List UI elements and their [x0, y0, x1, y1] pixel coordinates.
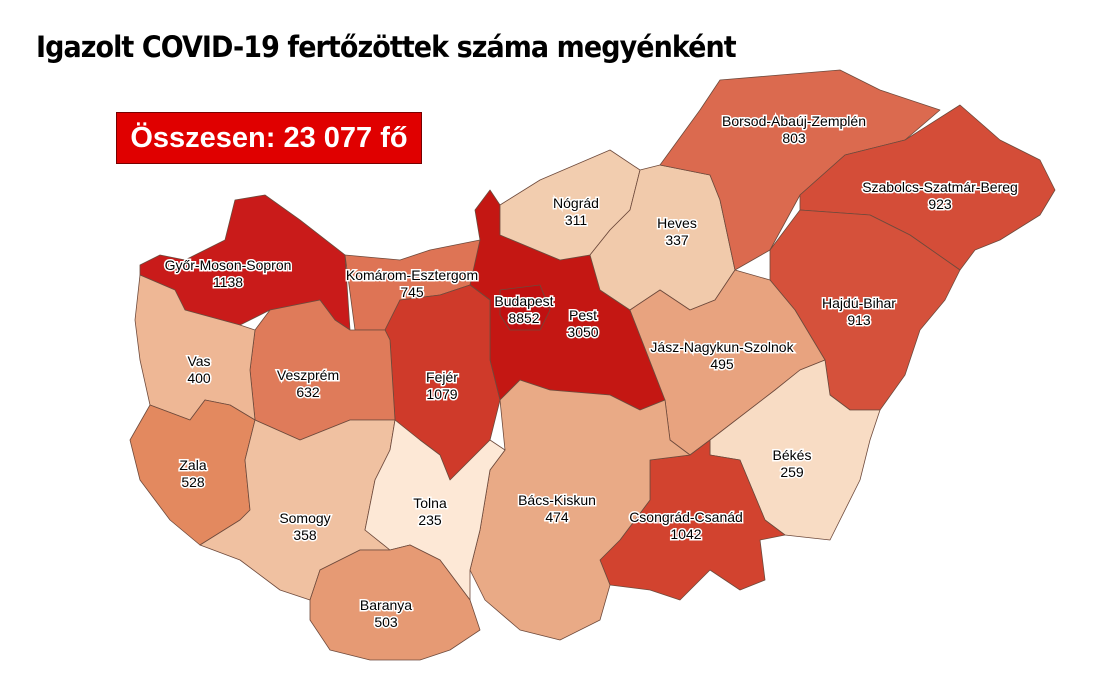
county-name: Heves — [657, 215, 697, 231]
county-value: 3050 — [567, 324, 598, 340]
county-label-zala: Zala 528 — [179, 457, 206, 490]
county-name: Jász-Nagykun-Szolnok — [650, 339, 794, 355]
county-label-vas: Vas 400 — [187, 353, 211, 386]
county-label-ke: Komárom-Esztergom 745 — [346, 267, 478, 300]
county-label-borsod: Borsod-Abaúj-Zemplén 803 — [722, 113, 866, 146]
county-value: 923 — [928, 196, 952, 212]
county-name: Zala — [179, 457, 206, 473]
county-label-bekes: Békés 259 — [773, 447, 812, 480]
county-label-hb: Hajdú-Bihar 913 — [822, 295, 896, 328]
county-label-bacs: Bács-Kiskun 474 — [518, 492, 596, 525]
county-value: 1138 — [213, 274, 243, 290]
county-name: Baranya — [360, 597, 412, 613]
county-value: 337 — [665, 232, 689, 248]
county-baranya — [309, 544, 481, 661]
county-label-veszprem: Veszprém 632 — [277, 367, 339, 400]
county-value: 528 — [181, 474, 205, 490]
county-name: Békés — [773, 447, 812, 463]
county-name: Fejér — [426, 369, 458, 385]
county-label-fejer: Fejér 1079 — [426, 369, 458, 402]
county-label-baranya: Baranya 503 — [360, 597, 412, 630]
county-value: 1042 — [670, 526, 701, 542]
county-label-szszb: Szabolcs-Szatmár-Bereg 923 — [862, 179, 1018, 212]
county-label-pest: Pest 3050 — [567, 307, 598, 340]
county-label-jnsz: Jász-Nagykun-Szolnok 495 — [650, 339, 794, 372]
county-value: 632 — [296, 384, 320, 400]
county-label-heves: Heves 337 — [657, 215, 697, 248]
total-badge: Összesen: 23 077 fő — [116, 112, 422, 164]
county-value: 8852 — [508, 310, 539, 326]
county-bp — [499, 284, 551, 331]
county-name: Nógrád — [553, 195, 599, 211]
county-value: 745 — [400, 284, 424, 300]
county-value: 913 — [847, 312, 871, 328]
county-value: 495 — [710, 356, 734, 372]
county-value: 358 — [293, 527, 317, 543]
county-name: Borsod-Abaúj-Zemplén — [722, 113, 866, 129]
county-label-csongrad: Csongrád-Csanád 1042 — [629, 509, 743, 542]
county-label-tolna: Tolna 235 — [413, 495, 447, 528]
county-value: 311 — [565, 212, 588, 228]
county-name: Komárom-Esztergom — [346, 267, 478, 283]
county-name: Pest — [569, 307, 597, 323]
county-name: Bács-Kiskun — [518, 492, 596, 508]
county-value: 803 — [782, 130, 806, 146]
county-value: 1079 — [426, 386, 457, 402]
county-label-gyms: Győr-Moson-Sopron 1138 — [165, 257, 292, 290]
county-name: Vas — [187, 353, 210, 369]
county-label-nograd: Nógrád 311 — [553, 195, 599, 228]
county-name: Tolna — [413, 495, 447, 511]
county-name: Hajdú-Bihar — [822, 295, 896, 311]
county-value: 474 — [545, 509, 569, 525]
county-value: 400 — [187, 370, 211, 386]
county-value: 503 — [374, 614, 398, 630]
county-value: 259 — [780, 464, 804, 480]
county-name: Veszprém — [277, 367, 339, 383]
county-name: Somogy — [279, 510, 330, 526]
county-value: 235 — [418, 512, 442, 528]
county-name: Győr-Moson-Sopron — [165, 257, 292, 273]
county-name: Szabolcs-Szatmár-Bereg — [862, 179, 1018, 195]
map-title: Igazolt COVID-19 fertőzöttek száma megyé… — [36, 30, 737, 64]
county-label-somogy: Somogy 358 — [279, 510, 330, 543]
county-label-bp: Budapest 8852 — [494, 293, 553, 326]
county-name: Csongrád-Csanád — [629, 509, 743, 525]
county-name: Budapest — [494, 293, 553, 309]
county-tolna — [364, 419, 506, 601]
